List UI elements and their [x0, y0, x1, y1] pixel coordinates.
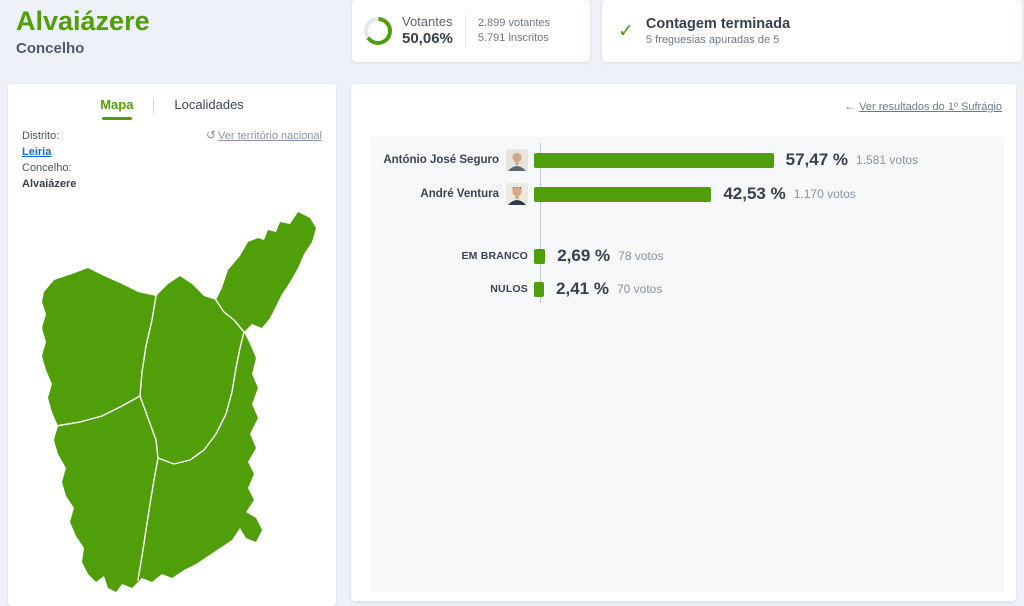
map-panel: Mapa Localidades Distrito: Leiria Concel…: [8, 84, 336, 606]
result-votes: 78 votos: [618, 249, 664, 263]
map-region-shape[interactable]: [42, 212, 316, 592]
candidate-photo: [506, 183, 528, 205]
result-bar: [534, 152, 774, 168]
municipality-value: Alvaiázere: [22, 178, 77, 190]
tab-localidades-label: Localidades: [174, 97, 244, 112]
map-tabs: Mapa Localidades: [8, 84, 336, 120]
parish-borders: [55, 295, 245, 581]
count-status-title: Contagem terminada: [645, 15, 791, 32]
page-title: Alvaiázere: [16, 6, 150, 36]
results-panel: ← Ver resultados do 1º Sufrágio António J…: [351, 84, 1016, 601]
result-votes: 70 votos: [616, 282, 663, 296]
tab-localidades[interactable]: Localidades: [174, 97, 243, 112]
results-chart: António José Seguro 57,47 % 1.581 votos …: [371, 137, 1004, 592]
candidate-name: André Ventura: [420, 188, 499, 200]
reset-territory-link[interactable]: ↺ Ver território nacional: [206, 128, 322, 142]
municipality-label: Concelho:: [22, 162, 72, 174]
candidate-name: António José Seguro: [383, 154, 499, 166]
result-votes: 1.581 votos: [856, 153, 919, 167]
result-row-ventura: André Ventura 42,53 % 1.170 votos: [371, 183, 1004, 205]
tab-divider: [153, 98, 155, 115]
result-bar: [534, 248, 546, 264]
turnout-progress-ring-icon: [364, 17, 392, 45]
result-percent: 2,41 %: [556, 279, 609, 298]
candidate-photo: [506, 149, 528, 171]
district-link[interactable]: Leiria: [22, 146, 52, 158]
result-percent: 2,69 %: [557, 246, 611, 265]
result-bar: [534, 186, 712, 202]
district-label: Distrito:: [22, 130, 60, 142]
turnout-voters: 2.899 votantes: [477, 17, 551, 29]
municipality-map[interactable]: [20, 196, 324, 596]
turnout-registered: 5.791 inscritos: [477, 32, 549, 44]
count-status-card: ✓ Contagem terminada 5 freguesias apurad…: [602, 0, 1022, 62]
first-round-results-label: Ver resultados do 1º Sufrágio: [859, 101, 1002, 113]
first-round-results-link[interactable]: ← Ver resultados do 1º Sufrágio: [844, 99, 1002, 113]
reset-territory-label: Ver território nacional: [218, 130, 322, 142]
result-row-seguro: António José Seguro 57,47 % 1.581 votos: [371, 149, 1004, 171]
result-row-null: NULOS 2,41 % 70 votos: [371, 278, 1004, 300]
active-tab-underline: [101, 117, 132, 120]
turnout-label: Votantes: [402, 14, 453, 29]
turnout-card: Votantes 50,06% 2.899 votantes 5.791 ins…: [352, 0, 590, 62]
result-row-blank: EM BRANCO 2,69 % 78 votos: [371, 245, 1004, 267]
result-percent: 42,53 %: [723, 184, 786, 203]
count-status-subtitle: 5 freguesias apuradas de 5: [645, 33, 780, 46]
null-votes-label: NULOS: [490, 283, 528, 295]
tab-mapa[interactable]: Mapa: [100, 97, 133, 120]
checkmark-icon: ✓: [618, 20, 634, 42]
result-bar: [534, 281, 545, 297]
chart-axis-line: [540, 143, 541, 303]
blank-votes-label: EM BRANCO: [461, 250, 528, 262]
undo-icon: ↺: [205, 128, 217, 142]
result-votes: 1.170 votos: [793, 187, 856, 201]
arrow-left-icon: ←: [844, 99, 857, 113]
turnout-percent: 50,06%: [402, 30, 453, 47]
result-percent: 57,47 %: [785, 150, 849, 169]
page-subtitle: Concelho: [16, 40, 85, 57]
tab-mapa-label: Mapa: [100, 97, 134, 112]
